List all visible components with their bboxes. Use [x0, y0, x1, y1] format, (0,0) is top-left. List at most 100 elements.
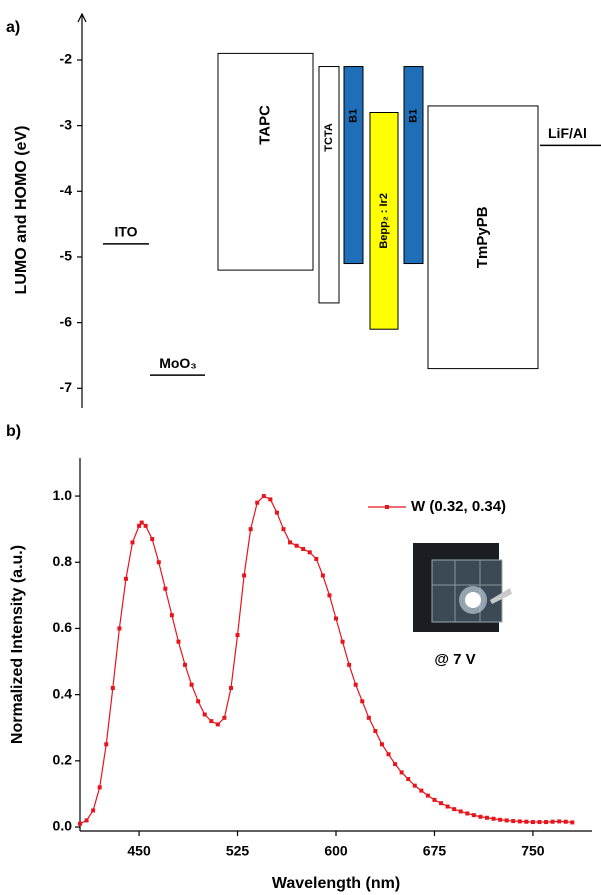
data-point	[347, 662, 352, 667]
energy-layer	[369, 112, 399, 330]
data-point	[137, 523, 142, 528]
annotation: @ 7 V	[434, 651, 475, 668]
data-point	[340, 639, 345, 644]
data-point	[196, 699, 201, 704]
data-point	[123, 576, 128, 581]
y-tick-label: -7	[60, 379, 73, 395]
data-point	[78, 821, 82, 826]
panel-label: b)	[6, 423, 21, 440]
data-point	[458, 809, 463, 814]
data-point	[139, 520, 144, 525]
energy-layer	[217, 52, 314, 271]
layer-label: B1	[407, 109, 419, 123]
data-point	[261, 494, 266, 499]
data-point	[320, 573, 325, 578]
data-point	[176, 639, 181, 644]
data-point	[268, 497, 273, 502]
data-point	[439, 801, 444, 806]
data-point	[143, 523, 148, 528]
data-point	[353, 682, 358, 687]
data-point	[360, 699, 365, 704]
y-tick-label: 0.0	[53, 818, 73, 834]
photo-probe	[490, 588, 512, 604]
electrode-label: LiF/Al	[548, 125, 587, 141]
electrode-label: ITO	[114, 224, 137, 240]
energy-layer	[403, 66, 424, 265]
data-point	[471, 813, 476, 818]
data-point	[248, 527, 253, 532]
y-axis-label: Normalized Intensity (a.u.)	[9, 545, 26, 744]
data-point	[334, 616, 338, 621]
data-point	[110, 686, 115, 691]
x-tick-label: 450	[127, 843, 151, 859]
layer-label: Bepp₂ : Ir2	[378, 193, 390, 249]
data-point	[570, 820, 575, 825]
data-point	[242, 573, 247, 578]
data-point	[215, 722, 220, 727]
y-tick-label: -4	[60, 182, 73, 198]
data-point	[169, 613, 174, 618]
y-tick-label: -3	[60, 116, 73, 132]
data-point	[379, 742, 384, 747]
layer-label: B1	[347, 109, 359, 123]
data-point	[491, 816, 496, 821]
data-point	[294, 543, 299, 548]
x-tick-label: 525	[226, 843, 250, 859]
y-tick-label: -5	[60, 248, 73, 264]
data-point	[557, 819, 562, 824]
data-point	[307, 550, 312, 555]
data-point	[419, 788, 424, 793]
data-point	[163, 586, 168, 591]
electrode-label: MoO₃	[159, 355, 197, 371]
data-point	[202, 712, 207, 717]
panel-label: a)	[6, 19, 20, 36]
data-point	[544, 820, 549, 825]
data-point	[406, 777, 411, 782]
data-point	[314, 556, 319, 561]
y-tick-label: -6	[60, 313, 73, 329]
data-point	[517, 819, 522, 824]
data-point	[288, 540, 293, 545]
data-point	[425, 793, 430, 798]
layer-label: TAPC	[256, 105, 273, 145]
axis-arrow	[77, 12, 87, 23]
data-point	[478, 814, 483, 819]
data-point	[432, 797, 437, 802]
data-point	[189, 682, 194, 687]
data-point	[281, 527, 286, 532]
legend-marker	[385, 505, 389, 509]
data-point	[504, 818, 509, 823]
y-tick-label: 0.2	[53, 752, 73, 768]
data-point	[156, 560, 161, 565]
x-axis-label: Wavelength (nm)	[272, 875, 400, 892]
data-point	[399, 770, 404, 775]
energy-layer	[427, 105, 539, 370]
data-point	[537, 820, 542, 825]
data-point	[393, 762, 398, 767]
y-tick-label: -2	[60, 51, 73, 67]
data-point	[386, 752, 391, 757]
data-point	[222, 715, 227, 720]
data-point	[104, 742, 109, 747]
data-point	[550, 819, 555, 824]
data-point	[452, 807, 457, 812]
layer-label: TCTA	[323, 123, 335, 152]
y-tick-label: 1.0	[53, 487, 73, 503]
y-tick-label: 0.4	[53, 685, 73, 701]
y-tick-label: 0.8	[53, 553, 73, 569]
data-point	[445, 804, 450, 809]
data-point	[484, 815, 489, 820]
data-point	[465, 811, 470, 816]
data-point	[524, 819, 529, 824]
data-point	[563, 819, 568, 824]
data-point	[366, 715, 371, 720]
data-point	[274, 510, 279, 515]
data-point	[228, 686, 233, 691]
data-point	[91, 808, 96, 813]
data-point	[84, 818, 89, 823]
data-point	[97, 785, 102, 790]
data-point	[373, 729, 378, 734]
data-point	[130, 540, 135, 545]
